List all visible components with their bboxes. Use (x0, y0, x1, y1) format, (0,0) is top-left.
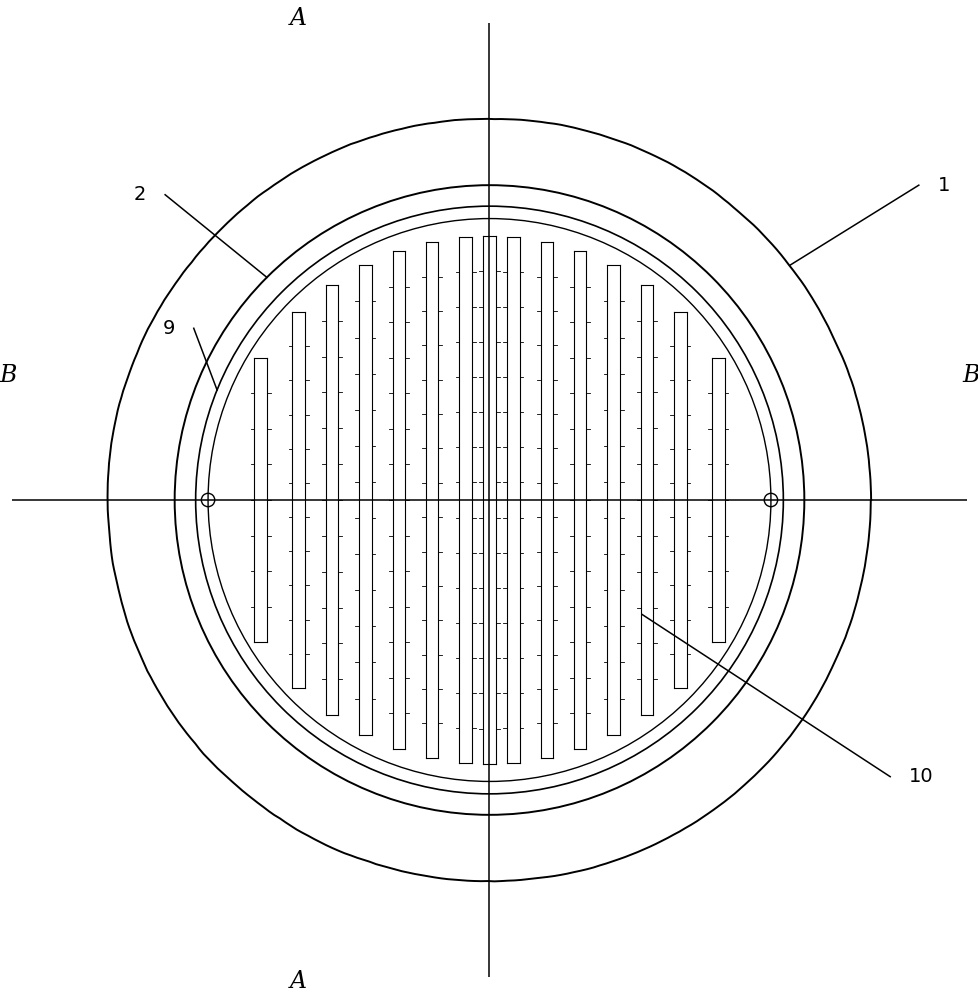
Text: A: A (289, 970, 307, 993)
Text: A: A (289, 7, 307, 30)
Text: 9: 9 (162, 319, 174, 338)
Text: B: B (0, 364, 17, 387)
Text: B: B (961, 364, 978, 387)
Text: 2: 2 (134, 185, 146, 204)
Text: 1: 1 (937, 176, 950, 195)
Text: 10: 10 (909, 767, 933, 786)
